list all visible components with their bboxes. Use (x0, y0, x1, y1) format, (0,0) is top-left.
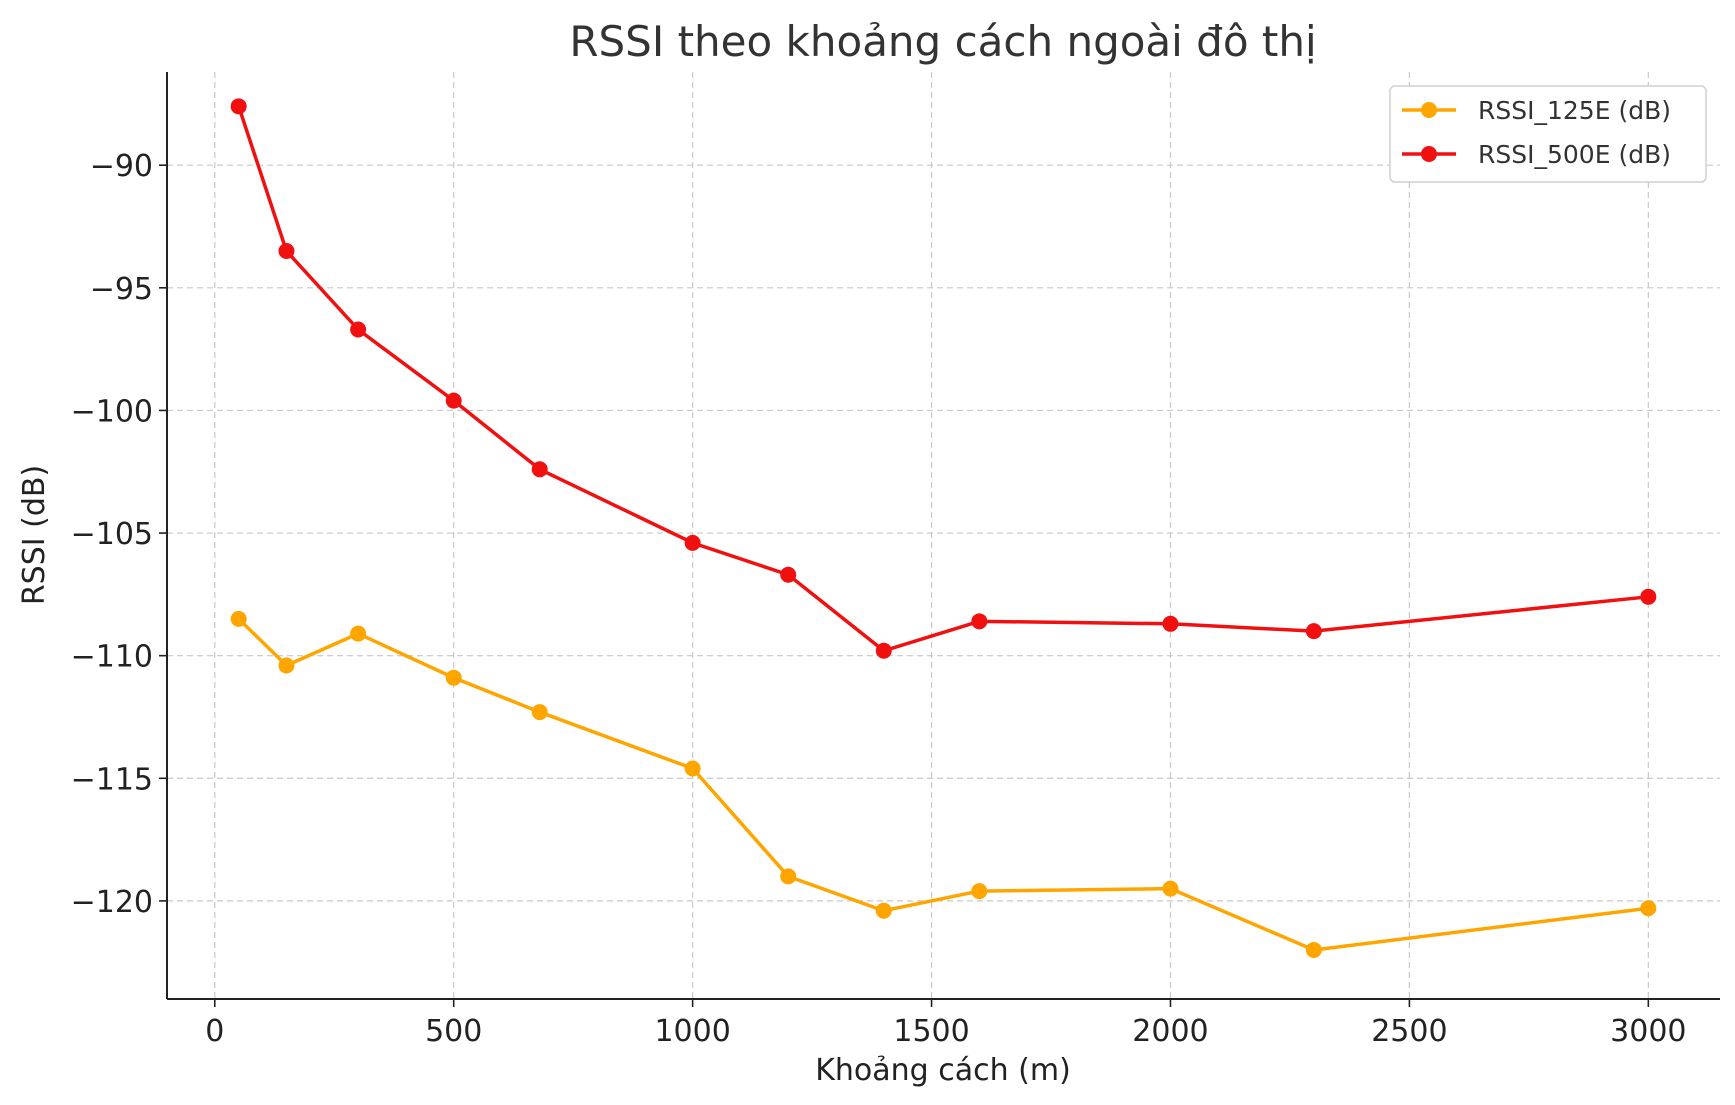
data-point (684, 534, 701, 551)
y-tick-label: −110 (71, 640, 153, 675)
data-point (350, 625, 367, 642)
x-tick-label: 0 (205, 1014, 224, 1049)
series-line (237, 617, 1649, 952)
legend: RSSI_125E (dB) RSSI_500E (dB) (1389, 85, 1707, 183)
data-point (278, 243, 295, 260)
data-point (445, 392, 462, 409)
y-tick-label: −100 (71, 394, 153, 429)
data-point (684, 760, 701, 777)
x-tick-label: 3000 (1610, 1014, 1686, 1049)
legend-label-125e: RSSI_125E (dB) (1478, 96, 1671, 125)
series-125e (230, 610, 1657, 958)
data-point (780, 566, 797, 583)
axes (166, 72, 1720, 1000)
y-tick-label: −90 (90, 149, 153, 184)
legend-swatch-marker-500e (1421, 146, 1437, 162)
x-tick-label: 1000 (654, 1014, 730, 1049)
data-point (971, 613, 988, 630)
y-tick-label: −115 (71, 762, 153, 797)
chart-title: RSSI theo khoảng cách ngoài đô thị (569, 17, 1316, 66)
series-group (230, 98, 1657, 958)
x-axis-title: Khoảng cách (m) (815, 1053, 1071, 1088)
x-tick-label: 2500 (1371, 1014, 1447, 1049)
series-line (237, 105, 1649, 653)
data-point (278, 657, 295, 674)
data-point (531, 461, 548, 478)
x-tick-label: 2000 (1132, 1014, 1208, 1049)
data-point (971, 883, 988, 900)
data-point (445, 669, 462, 686)
grid (167, 72, 1720, 999)
series-500e (230, 98, 1657, 659)
data-point (875, 902, 892, 919)
x-tick-label: 500 (425, 1014, 482, 1049)
data-point (230, 610, 247, 627)
y-axis-title: RSSI (dB) (17, 465, 52, 605)
y-tick-label: −105 (71, 517, 153, 552)
legend-swatch-marker-125e (1421, 102, 1437, 118)
data-point (1162, 880, 1179, 897)
data-point (531, 704, 548, 721)
legend-box (1389, 85, 1707, 183)
x-tick-label: 1500 (893, 1014, 969, 1049)
legend-label-500e: RSSI_500E (dB) (1478, 140, 1671, 169)
data-point (1162, 615, 1179, 632)
y-tick-label: −120 (71, 885, 153, 920)
y-tick-label: −95 (90, 272, 153, 307)
data-point (875, 642, 892, 659)
data-point (350, 321, 367, 338)
data-point (1640, 900, 1657, 917)
ticks: 0 500 1000 1500 2000 2500 3000 −90 −95 −100 −105 −1… (71, 149, 1687, 1049)
data-point (1305, 941, 1322, 958)
data-point (780, 868, 797, 885)
data-point (1640, 588, 1657, 605)
data-point (1305, 623, 1322, 640)
data-point (230, 98, 247, 115)
